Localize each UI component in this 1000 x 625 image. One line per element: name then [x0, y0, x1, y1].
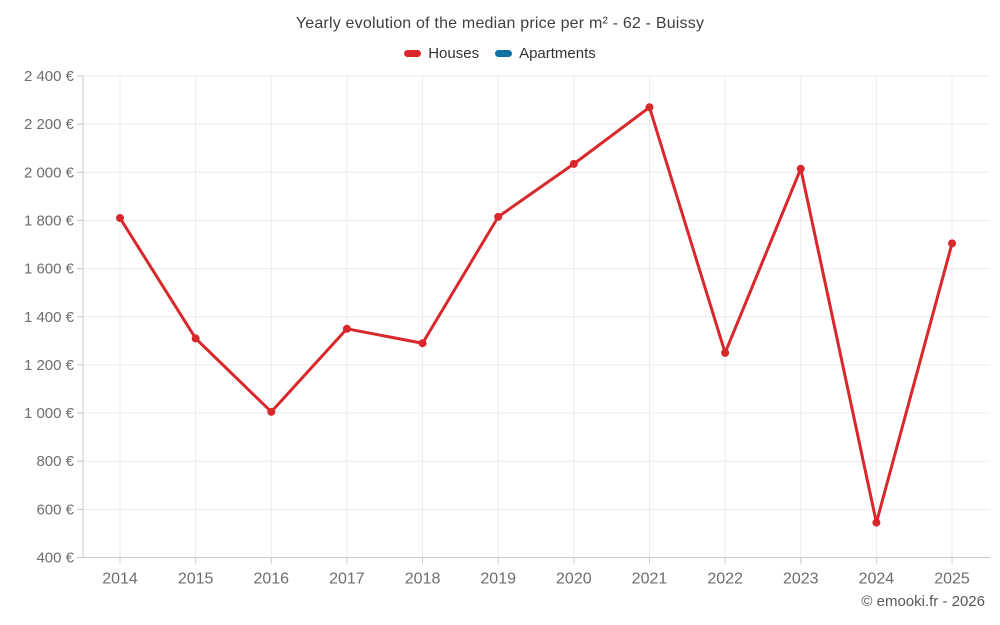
chart-title: Yearly evolution of the median price per…: [295, 15, 705, 32]
y-axis-label: 2 200 €: [24, 116, 75, 133]
data-point-houses-2025: [948, 239, 957, 248]
x-axis-label: 2015: [178, 571, 214, 588]
data-point-houses-2019: [494, 212, 503, 221]
y-axis-label: 1 800 €: [24, 212, 75, 229]
data-point-houses-2020: [569, 159, 578, 168]
data-point-houses-2024: [872, 518, 881, 527]
x-axis-label: 2021: [632, 571, 668, 588]
x-axis-label: 2023: [783, 571, 819, 588]
data-point-houses-2023: [796, 164, 805, 173]
x-axis-label: 2016: [253, 571, 289, 588]
y-axis-label: 1 400 €: [24, 309, 75, 326]
data-point-houses-2022: [721, 348, 730, 357]
x-axis-label: 2024: [859, 571, 895, 588]
data-point-houses-2018: [418, 339, 427, 348]
data-point-houses-2015: [191, 334, 200, 343]
y-axis-label: 2 000 €: [24, 164, 75, 181]
y-axis-label: 2 400 €: [24, 68, 75, 85]
x-axis-label: 2014: [102, 571, 138, 588]
data-point-houses-2014: [116, 214, 124, 223]
legend-item-houses[interactable]: Houses: [404, 45, 479, 62]
x-axis-label: 2018: [405, 571, 441, 588]
legend-label-apartments: Apartments: [519, 45, 596, 62]
chart-legend: Houses Apartments: [0, 45, 1000, 62]
x-axis-label: 2022: [707, 571, 743, 588]
data-point-houses-2021: [645, 103, 654, 112]
copyright-credit: © emooki.fr - 2026: [861, 593, 985, 610]
x-axis-label: 2025: [934, 571, 970, 588]
y-axis-label: 600 €: [36, 501, 74, 518]
series-line-houses: [118, 105, 954, 525]
data-point-houses-2016: [267, 407, 276, 416]
data-point-houses-2017: [342, 324, 351, 333]
y-axis-label: 1 600 €: [24, 261, 75, 278]
y-axis-label: 1 000 €: [24, 405, 75, 422]
legend-label-houses: Houses: [428, 45, 480, 62]
y-axis-label: 400 €: [36, 550, 74, 567]
y-axis-label: 800 €: [36, 453, 74, 470]
apartments-series-swatch-icon: [495, 50, 513, 57]
x-axis-label: 2017: [329, 571, 365, 588]
houses-series-swatch-icon: [404, 50, 422, 57]
y-axis-label: 1 200 €: [24, 357, 75, 374]
x-axis-label: 2020: [556, 571, 592, 588]
x-axis-label: 2019: [480, 571, 516, 588]
legend-item-apartments[interactable]: Apartments: [495, 45, 596, 62]
